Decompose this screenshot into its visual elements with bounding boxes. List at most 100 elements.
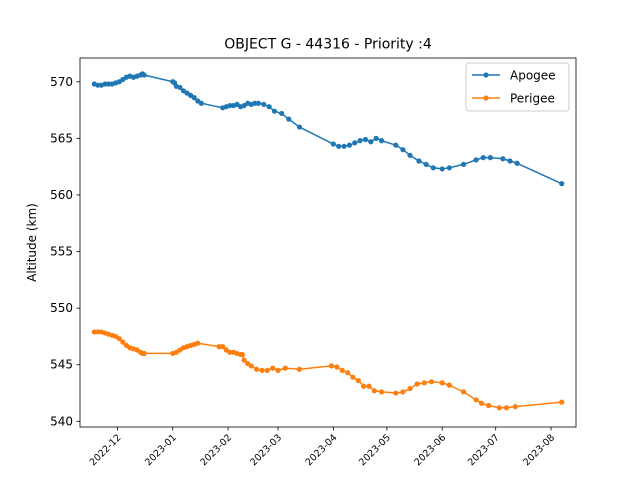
y-tick-label: 555 [50, 245, 73, 259]
data-point-apogee [500, 156, 506, 162]
data-point-perigee [339, 367, 345, 373]
data-point-apogee [461, 161, 467, 167]
data-point-apogee [261, 101, 267, 108]
legend-label-apogee: Apogee [510, 69, 556, 83]
data-point-perigee [559, 399, 565, 405]
data-point-perigee [282, 365, 288, 371]
y-tick-label: 545 [50, 358, 73, 372]
y-axis-label: Altitude (km) [25, 203, 39, 282]
data-point-perigee [393, 390, 399, 396]
data-point-perigee [216, 344, 222, 350]
data-point-apogee [266, 104, 272, 110]
data-point-apogee [198, 100, 204, 106]
legend-label-perigee: Perigee [510, 92, 555, 106]
data-point-apogee [336, 143, 342, 149]
data-point-perigee [345, 370, 351, 376]
legend-entry-apogee: Apogee [472, 69, 556, 83]
data-point-apogee [487, 155, 493, 161]
data-point-apogee [362, 136, 369, 143]
data-point-perigee [461, 389, 467, 395]
data-point-perigee [195, 340, 201, 346]
data-point-perigee [116, 336, 122, 342]
data-point-apogee [271, 108, 278, 114]
data-point-apogee [473, 157, 479, 163]
data-point-apogee [393, 142, 399, 148]
y-tick-label: 540 [50, 414, 73, 428]
data-point-perigee [248, 363, 254, 369]
data-point-perigee [91, 329, 97, 335]
data-point-perigee [428, 379, 435, 385]
data-point-perigee [366, 383, 372, 389]
chart-title: OBJECT G - 44316 - Priority :4 [224, 37, 432, 53]
data-point-perigee [220, 344, 226, 350]
data-point-perigee [275, 367, 281, 373]
data-point-apogee [352, 140, 358, 146]
data-point-apogee [330, 141, 336, 147]
data-point-apogee [95, 82, 101, 88]
data-point-perigee [239, 351, 245, 358]
data-point-perigee [414, 381, 420, 387]
data-point-perigee [254, 366, 260, 372]
data-point-apogee [514, 160, 520, 166]
data-point-perigee [512, 404, 518, 410]
legend-marker-apogee [483, 72, 489, 78]
data-point-perigee [371, 388, 377, 394]
data-point-perigee [264, 367, 270, 373]
data-point-apogee [439, 166, 445, 172]
data-point-apogee [191, 95, 197, 101]
data-point-perigee [421, 380, 427, 386]
data-point-apogee [252, 100, 258, 106]
data-point-apogee [416, 158, 422, 164]
data-point-perigee [334, 364, 340, 370]
data-point-apogee [279, 110, 285, 117]
y-tick-label: 565 [50, 131, 73, 145]
data-point-perigee [241, 357, 247, 363]
data-point-perigee [227, 349, 233, 355]
data-point-perigee [120, 339, 126, 345]
data-point-apogee [102, 81, 108, 87]
data-point-apogee [373, 135, 379, 141]
data-point-perigee [400, 389, 406, 395]
data-point-apogee [423, 161, 429, 167]
data-point-perigee [259, 367, 265, 373]
data-point-apogee [105, 81, 112, 87]
data-point-apogee [357, 138, 363, 144]
data-point-perigee [141, 350, 147, 357]
data-point-apogee [378, 138, 385, 144]
data-point-apogee [341, 143, 347, 149]
data-point-apogee [346, 142, 353, 148]
data-point-perigee [496, 405, 502, 411]
data-point-perigee [328, 363, 335, 369]
data-point-apogee [141, 72, 147, 78]
data-point-perigee [361, 383, 367, 389]
data-point-apogee [296, 124, 303, 130]
y-tick-label: 570 [50, 75, 73, 89]
legend-entry-perigee: Perigee [472, 92, 555, 106]
data-point-apogee [507, 158, 513, 164]
legend: Apogee Perigee [465, 62, 570, 112]
data-point-perigee [503, 405, 510, 411]
axes-frame [79, 57, 577, 428]
data-point-perigee [378, 389, 385, 395]
data-point-perigee [95, 329, 101, 335]
data-point-perigee [355, 377, 361, 384]
y-tick-label: 550 [50, 301, 73, 315]
data-point-perigee [407, 385, 413, 392]
data-point-apogee [559, 181, 565, 187]
data-point-apogee [430, 165, 436, 171]
data-point-perigee [350, 374, 356, 380]
data-point-apogee [368, 139, 374, 145]
data-point-perigee [446, 382, 452, 388]
data-point-apogee [227, 102, 233, 109]
data-point-perigee [485, 402, 492, 409]
data-point-perigee [270, 365, 276, 371]
data-point-apogee [286, 116, 292, 122]
data-point-apogee [400, 147, 406, 153]
data-point-perigee [473, 397, 479, 403]
data-point-perigee [296, 366, 303, 372]
legend-marker-perigee [483, 95, 489, 101]
data-point-perigee [439, 380, 445, 386]
data-point-perigee [478, 400, 485, 406]
data-point-apogee [480, 155, 486, 161]
